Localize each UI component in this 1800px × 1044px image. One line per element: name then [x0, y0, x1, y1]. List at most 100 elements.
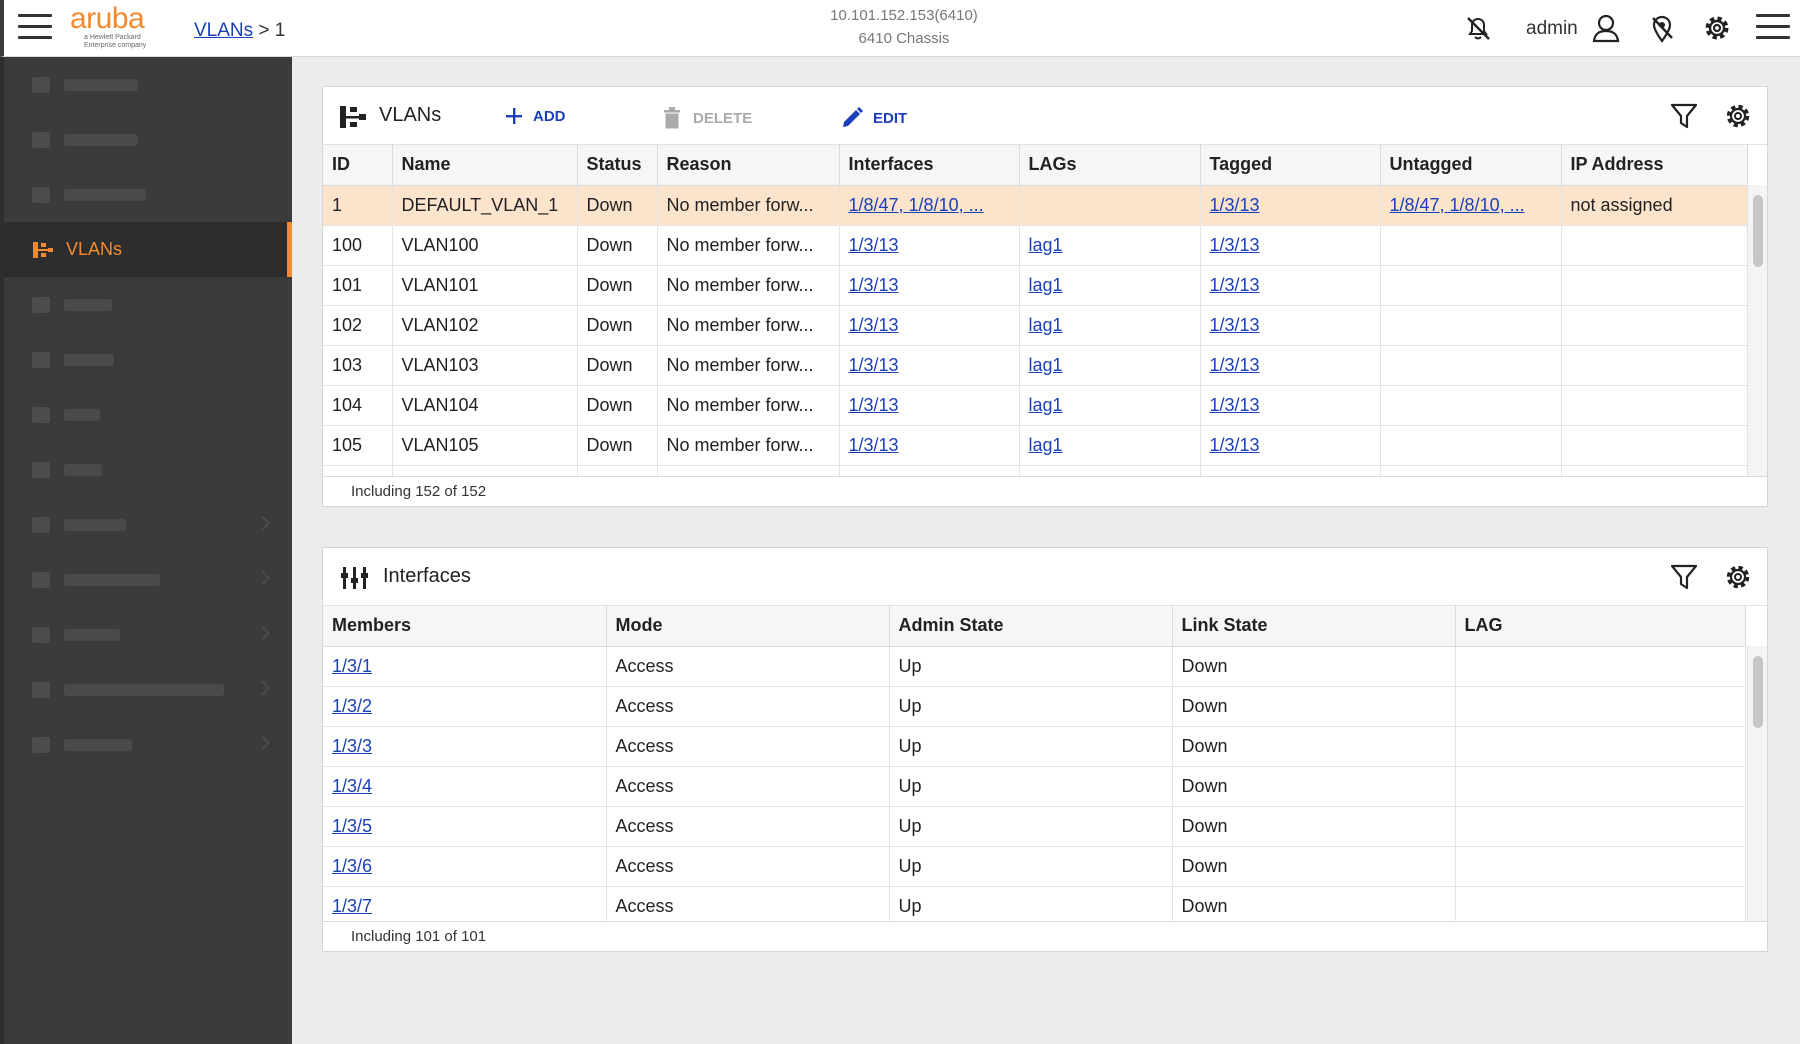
table-row[interactable]: 1/3/2 Access Up Down	[323, 686, 1745, 726]
cell-tagged-link[interactable]: 1/3/13	[1210, 355, 1260, 375]
cell-member-link[interactable]: 1/3/1	[332, 656, 372, 676]
edit-button[interactable]: EDIT	[841, 107, 907, 129]
table-row[interactable]: 1/3/7 Access Up Down	[323, 886, 1745, 921]
cell-lags-link[interactable]: lag1	[1029, 235, 1063, 255]
table-row[interactable]: 105 VLAN105 Down No member forw... 1/3/13 lag…	[323, 425, 1747, 465]
sidebar-item-10[interactable]	[4, 607, 292, 662]
hamburger-icon[interactable]	[18, 14, 52, 42]
cell-lags-link[interactable]: lag1	[1029, 395, 1063, 415]
cell-member-link[interactable]: 1/3/3	[332, 736, 372, 756]
cell-status: Down	[577, 185, 657, 225]
cell-lags-link[interactable]: lag1	[1029, 355, 1063, 375]
delete-button[interactable]: DELETE	[663, 107, 752, 129]
secondary-menu-icon[interactable]	[1756, 14, 1790, 42]
table-row[interactable]: 106VLAN106DownNo member forw... 1/3/13 lag…	[323, 465, 1747, 476]
column-header[interactable]: LAG	[1455, 606, 1745, 646]
sidebar-item-6[interactable]	[4, 387, 292, 442]
cell-tagged-link[interactable]: 1/3/13	[1210, 235, 1260, 255]
table-row[interactable]: 1/3/6 Access Up Down	[323, 846, 1745, 886]
cell-tagged-link[interactable]: 1/3/13	[1210, 475, 1260, 477]
column-header[interactable]: Name	[392, 145, 577, 185]
table-row[interactable]: 1/3/1 Access Up Down	[323, 646, 1745, 686]
sidebar-item-0[interactable]	[4, 57, 292, 112]
sidebar-item-12[interactable]	[4, 717, 292, 772]
cell-member-link[interactable]: 1/3/2	[332, 696, 372, 716]
cell-tagged-link[interactable]: 1/3/13	[1210, 195, 1260, 215]
column-header[interactable]: Admin State	[889, 606, 1172, 646]
cell-interfaces-link[interactable]: 1/3/13	[849, 355, 899, 375]
filter-icon[interactable]	[1669, 101, 1699, 131]
column-header[interactable]: Interfaces	[839, 145, 1019, 185]
column-header[interactable]: LAGs	[1019, 145, 1200, 185]
table-row[interactable]: 1/3/5 Access Up Down	[323, 806, 1745, 846]
aruba-logo[interactable]: aruba a Hewlett Packard Enterprise compa…	[70, 4, 180, 52]
sidebar-item-9[interactable]	[4, 552, 292, 607]
user-icon[interactable]	[1590, 12, 1622, 44]
cell-tagged-link[interactable]: 1/3/13	[1210, 395, 1260, 415]
bell-off-icon[interactable]	[1462, 12, 1494, 44]
cell-member-link[interactable]: 1/3/5	[332, 816, 372, 836]
column-header[interactable]: IP Address	[1561, 145, 1747, 185]
add-button[interactable]: ADD	[505, 107, 566, 125]
cell-tagged-link[interactable]: 1/3/13	[1210, 275, 1260, 295]
sidebar-item-icon	[32, 407, 50, 423]
sidebar-item-icon	[32, 77, 50, 93]
cell-interfaces-link[interactable]: 1/3/13	[849, 435, 899, 455]
cell-interfaces-link[interactable]: 1/8/47, 1/8/10, ...	[849, 195, 984, 215]
column-header[interactable]: Tagged	[1200, 145, 1380, 185]
user-name[interactable]: admin	[1526, 18, 1578, 40]
sidebar-item-11[interactable]	[4, 662, 292, 717]
column-header[interactable]: ID	[323, 145, 392, 185]
cell-interfaces-link[interactable]: 1/3/13	[849, 235, 899, 255]
chevron-down-icon	[256, 516, 270, 530]
table-row[interactable]: 104 VLAN104 Down No member forw... 1/3/13 lag…	[323, 385, 1747, 425]
cell-lags-link[interactable]: lag1	[1029, 475, 1063, 477]
cell-interfaces-link[interactable]: 1/3/13	[849, 475, 899, 477]
column-header[interactable]: Status	[577, 145, 657, 185]
cell-tagged-link[interactable]: 1/3/13	[1210, 315, 1260, 335]
cell-untagged-link[interactable]: 1/8/47, 1/8/10, ...	[1390, 195, 1525, 215]
column-header[interactable]: Untagged	[1380, 145, 1561, 185]
cell-interfaces-link[interactable]: 1/3/13	[849, 395, 899, 415]
cell-tagged-link[interactable]: 1/3/13	[1210, 435, 1260, 455]
column-header[interactable]: Link State	[1172, 606, 1455, 646]
gear-icon[interactable]	[1723, 101, 1753, 131]
vlans-scrollbar[interactable]	[1747, 185, 1767, 476]
breadcrumb-vlans-link[interactable]: VLANs	[194, 20, 253, 41]
table-row[interactable]: 1/3/3 Access Up Down	[323, 726, 1745, 766]
cell-member-link[interactable]: 1/3/4	[332, 776, 372, 796]
cell-lags-link[interactable]: lag1	[1029, 315, 1063, 335]
gear-icon[interactable]	[1701, 12, 1733, 44]
cell-interfaces-link[interactable]: 1/3/13	[849, 275, 899, 295]
cell-member-link[interactable]: 1/3/7	[332, 896, 372, 916]
table-row[interactable]: 101 VLAN101 Down No member forw... 1/3/13 lag…	[323, 265, 1747, 305]
column-header[interactable]: Members	[323, 606, 606, 646]
interfaces-scrollbar[interactable]	[1747, 646, 1767, 921]
sidebar-item-5[interactable]	[4, 332, 292, 387]
table-row[interactable]: 103 VLAN103 Down No member forw... 1/3/13 lag…	[323, 345, 1747, 385]
cell-id: 102	[323, 305, 392, 345]
sidebar-item-vlans[interactable]: VLANs	[4, 222, 292, 277]
filter-icon[interactable]	[1669, 562, 1699, 592]
column-header[interactable]: Mode	[606, 606, 889, 646]
table-row[interactable]: 1 DEFAULT_VLAN_1 Down No member forw... 1/8/…	[323, 185, 1747, 225]
scrollbar-thumb[interactable]	[1753, 195, 1763, 267]
sidebar-item-2[interactable]	[4, 167, 292, 222]
sidebar-item-8[interactable]	[4, 497, 292, 552]
plus-icon	[505, 107, 523, 125]
cell-member-link[interactable]: 1/3/6	[332, 856, 372, 876]
sidebar-item-1[interactable]	[4, 112, 292, 167]
cell-lags-link[interactable]: lag1	[1029, 435, 1063, 455]
cell-lags-link[interactable]: lag1	[1029, 275, 1063, 295]
cell-member: 1/3/1	[323, 646, 606, 686]
table-row[interactable]: 102 VLAN102 Down No member forw... 1/3/13 lag…	[323, 305, 1747, 345]
sidebar-item-4[interactable]	[4, 277, 292, 332]
scrollbar-thumb[interactable]	[1753, 656, 1763, 728]
column-header[interactable]: Reason	[657, 145, 839, 185]
sidebar-item-7[interactable]	[4, 442, 292, 497]
cell-interfaces-link[interactable]: 1/3/13	[849, 315, 899, 335]
gear-icon[interactable]	[1723, 562, 1753, 592]
location-off-icon[interactable]	[1646, 12, 1678, 44]
table-row[interactable]: 1/3/4 Access Up Down	[323, 766, 1745, 806]
table-row[interactable]: 100 VLAN100 Down No member forw... 1/3/13 lag…	[323, 225, 1747, 265]
